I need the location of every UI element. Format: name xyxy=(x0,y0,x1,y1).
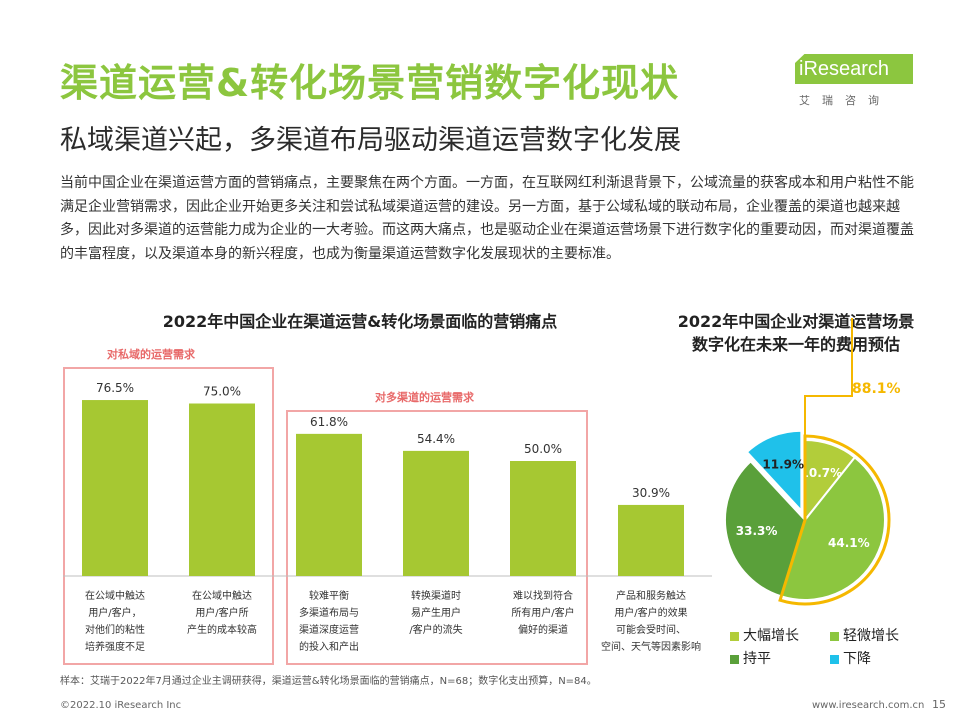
legend-item-small-growth: 轻微增长 xyxy=(830,625,899,645)
page-subtitle: 私域渠道兴起，多渠道布局驱动渠道运营数字化发展 xyxy=(60,125,681,156)
bar-5 xyxy=(618,504,684,576)
group-label-private: 对私域的运营需求 xyxy=(107,348,195,361)
bar-value-label-0: 76.5% xyxy=(96,381,134,395)
bar-1 xyxy=(189,403,255,576)
category-label-4: 难以找到符合 所有用户/客户 偏好的渠道 xyxy=(511,591,575,636)
category-label-3: 转换渠道时 易产生用户 /客户的流失 xyxy=(409,591,463,636)
bar-chart-title: 2022年中国企业在渠道运营&转化场景面临的营销痛点 xyxy=(162,312,558,331)
growth-highlight-outline xyxy=(778,434,891,606)
group-box-multichannel xyxy=(286,410,588,665)
iresearch-logo: iResearch 艾瑞咨询 xyxy=(795,54,915,110)
pie-slice-label-1: 44.1% xyxy=(828,536,870,550)
logo-brand-text: iResearch xyxy=(795,54,913,84)
legend-swatch-decline xyxy=(830,654,839,664)
pie-slice-1 xyxy=(779,456,886,601)
footer-copyright: ©2022.10 iResearch Inc xyxy=(60,700,182,711)
category-label-0: 在公域中触达 用户/客户， 对他们的粘性 培养强度不足 xyxy=(85,591,145,653)
bar-value-label-2: 61.8% xyxy=(310,415,348,429)
pie-chart-title: 2022年中国企业对渠道运营场景数字化在未来一年的费用预估 xyxy=(677,312,915,354)
bar-0 xyxy=(82,400,148,576)
legend-swatch-big-growth xyxy=(730,631,739,641)
pie-slice-label-3: 11.9% xyxy=(762,458,804,472)
bar-3 xyxy=(403,450,469,576)
growth-highlight-label: 88.1% xyxy=(852,381,901,397)
bar-series: 76.5% 75.0% 61.8% 54.4% 50.0% 30.9% xyxy=(82,381,684,576)
pie-chart: 10.7% 44.1% 33.3% 11.9% xyxy=(724,318,891,606)
legend-swatch-small-growth xyxy=(830,631,839,641)
bar-4 xyxy=(510,461,576,576)
group-label-multichannel: 对多渠道的运营需求 xyxy=(375,391,474,404)
bar-value-label-3: 54.4% xyxy=(417,432,455,446)
page-number: 15 xyxy=(932,698,946,711)
page-title: 渠道运营&转化场景营销数字化现状 xyxy=(60,61,680,105)
bar-value-label-5: 30.9% xyxy=(632,486,670,500)
category-label-1: 在公域中触达 用户/客户所 产生的成本较高 xyxy=(187,591,257,636)
legend-item-decline: 下降 xyxy=(830,648,871,668)
bar-value-label-1: 75.0% xyxy=(203,385,241,399)
logo-cn-text: 艾瑞咨询 xyxy=(799,94,891,107)
pie-slice-label-0: 10.7% xyxy=(801,466,843,480)
legend-item-big-growth: 大幅增长 xyxy=(730,625,799,645)
pie-slice-label-2: 33.3% xyxy=(736,524,778,538)
legend-item-flat: 持平 xyxy=(730,648,771,668)
pie-slice-2 xyxy=(724,459,807,598)
legend-label: 轻微增长 xyxy=(843,628,899,644)
legend-swatch-flat xyxy=(730,654,739,664)
category-label-5: 产品和服务触达 用户/客户的效果 可能会受时间、 空间、天气等因素影响 xyxy=(601,591,701,653)
legend-label: 下降 xyxy=(843,651,871,667)
legend-label: 大幅增长 xyxy=(743,628,799,644)
group-box-private xyxy=(63,367,274,665)
footer-url[interactable]: www.iresearch.com.cn xyxy=(812,700,925,711)
legend-label: 持平 xyxy=(743,651,771,667)
category-label-2: 较难平衡 多渠道布局与 渠道深度运营 的投入和产出 xyxy=(299,591,359,653)
bar-value-label-4: 50.0% xyxy=(524,442,562,456)
highlight-leader-line xyxy=(804,318,853,436)
sample-footnote: 样本：艾瑞于2022年7月通过企业主调研获得，渠道运营&转化场景面临的营销痛点，… xyxy=(60,676,597,687)
intro-paragraph: 当前中国企业在渠道运营方面的营销痛点，主要聚焦在两个方面。一方面，在互联网红利渐… xyxy=(60,175,914,262)
pie-slice-3 xyxy=(745,429,803,514)
bar-2 xyxy=(296,433,362,576)
